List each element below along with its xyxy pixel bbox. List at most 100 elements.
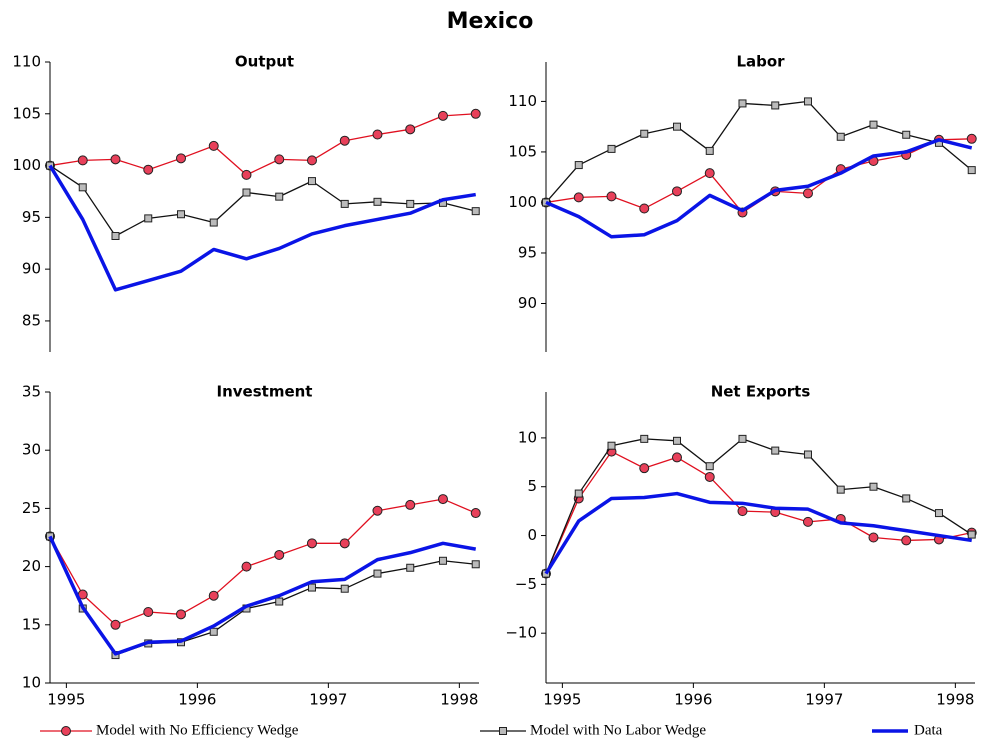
y-tick-label: 25 — [22, 499, 41, 517]
marker — [671, 186, 682, 197]
marker — [275, 192, 284, 201]
panel-title: Net Exports — [711, 383, 811, 401]
y-tick-label: 15 — [22, 615, 41, 633]
x-tick-label: 1998 — [936, 691, 974, 709]
marker — [803, 450, 812, 459]
marker — [176, 210, 185, 219]
marker — [209, 627, 218, 636]
series-line — [545, 438, 973, 574]
marker — [738, 99, 747, 108]
marker — [672, 122, 681, 131]
marker — [902, 494, 911, 503]
marker — [901, 535, 912, 546]
marker — [738, 434, 747, 443]
series-line — [49, 536, 476, 656]
marker — [803, 97, 812, 106]
marker — [802, 188, 813, 199]
marker — [737, 506, 748, 517]
legend-label: Model with No Labor Wedge — [530, 722, 706, 738]
y-tick-label: 35 — [22, 383, 41, 401]
marker — [607, 441, 616, 450]
panel-title: Labor — [736, 53, 785, 71]
x-tick-label: 1996 — [674, 691, 712, 709]
marker — [340, 199, 349, 208]
marker — [967, 166, 976, 175]
marker — [241, 169, 252, 180]
y-tick-label: 95 — [518, 243, 537, 261]
y-tick-label: 110 — [508, 92, 537, 110]
marker — [771, 101, 780, 110]
series-line — [544, 491, 972, 575]
marker — [836, 132, 845, 141]
marker — [405, 124, 416, 135]
marker — [406, 563, 415, 572]
marker — [934, 509, 943, 518]
y-tick-label: −10 — [505, 624, 537, 642]
marker — [340, 584, 349, 593]
marker — [406, 199, 415, 208]
x-tick-label: 1998 — [440, 691, 478, 709]
y-tick-label: 95 — [22, 208, 41, 226]
marker — [111, 232, 120, 240]
marker — [574, 161, 583, 170]
y-tick-label: 0 — [527, 526, 537, 544]
marker — [771, 446, 780, 455]
marker — [869, 482, 878, 491]
y-tick-label: 105 — [12, 104, 41, 122]
y-tick-label: 85 — [22, 311, 41, 329]
marker — [405, 499, 416, 510]
marker — [372, 505, 383, 516]
marker — [902, 130, 911, 139]
marker — [438, 556, 447, 565]
series-line — [545, 100, 973, 203]
marker — [574, 489, 583, 498]
marker — [471, 560, 480, 569]
y-tick-label: 110 — [12, 53, 41, 71]
y-tick-label: 30 — [22, 441, 41, 459]
marker — [110, 154, 121, 165]
y-tick-label: 5 — [527, 477, 537, 495]
marker — [78, 183, 87, 192]
y-tick-label: 10 — [22, 674, 41, 692]
y-tick-label: 90 — [22, 260, 41, 278]
marker — [704, 168, 715, 179]
marker — [208, 590, 219, 601]
legend-label: Data — [914, 722, 943, 738]
x-tick-label: 1995 — [47, 691, 85, 709]
marker — [175, 609, 186, 620]
marker — [640, 434, 649, 443]
marker — [208, 140, 219, 151]
marker — [967, 530, 976, 539]
marker — [274, 154, 285, 165]
marker — [175, 153, 186, 164]
marker — [573, 192, 584, 203]
series-line — [49, 113, 476, 176]
marker — [306, 155, 317, 166]
marker — [966, 133, 977, 144]
x-tick-label: 1997 — [805, 691, 843, 709]
legend-label: Model with No Efficiency Wedge — [96, 722, 299, 738]
marker — [110, 619, 121, 630]
marker — [671, 452, 682, 463]
x-tick-label: 1997 — [309, 691, 347, 709]
marker — [144, 214, 153, 223]
series-line — [545, 138, 973, 239]
marker — [705, 146, 714, 155]
marker — [77, 155, 88, 166]
legend-marker — [499, 727, 507, 735]
series-line — [49, 165, 476, 237]
series-line — [48, 535, 477, 656]
marker — [640, 129, 649, 138]
marker — [373, 569, 382, 578]
marker — [471, 207, 480, 216]
marker — [143, 164, 154, 175]
panel-title: Output — [235, 53, 294, 71]
marker — [307, 177, 316, 186]
marker — [275, 597, 284, 606]
figure-title: Mexico — [447, 9, 534, 34]
marker — [672, 436, 681, 445]
y-tick-label: 20 — [22, 557, 41, 575]
marker — [869, 120, 878, 129]
marker — [470, 108, 481, 119]
